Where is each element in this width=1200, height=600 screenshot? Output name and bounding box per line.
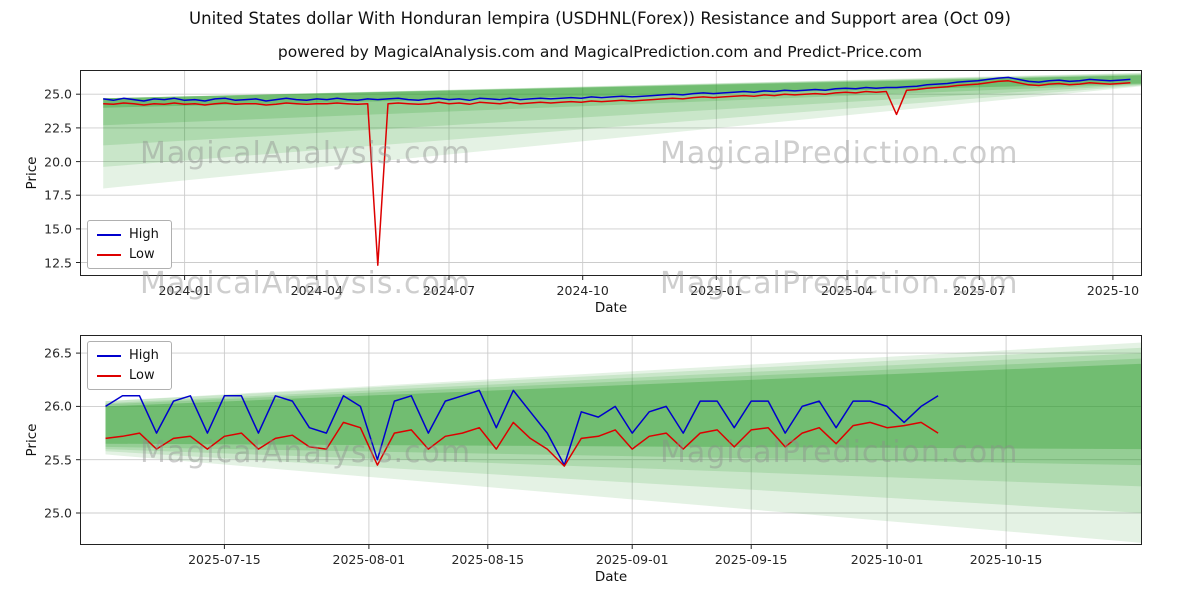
- y-tick-label: 25.0: [44, 505, 72, 521]
- top-chart-legend: High Low: [87, 220, 172, 269]
- x-tick-label: 2025-10-01: [850, 552, 924, 567]
- legend-item-low: Low: [97, 368, 159, 383]
- legend-item-low: Low: [97, 247, 159, 262]
- x-tick-label: 2025-10-15: [969, 552, 1043, 567]
- low-line: [103, 80, 1131, 266]
- support-resistance-band: [105, 342, 1142, 543]
- x-tick-label: 2024-04: [290, 283, 343, 298]
- bottom-chart-legend: High Low: [87, 341, 172, 390]
- x-tick-label: 2025-08-15: [451, 552, 525, 567]
- x-tick-label: 2025-01: [690, 283, 743, 298]
- legend-label-low: Low: [129, 247, 155, 262]
- low-line-swatch: [97, 253, 121, 256]
- legend-item-high: High: [97, 227, 159, 242]
- bottom-chart: Price Date MagicalAnalysis.com MagicalPr…: [24, 335, 1142, 585]
- y-tick-label: 26.5: [44, 345, 72, 361]
- y-tick-label: 12.5: [44, 255, 72, 271]
- support-resistance-band: [105, 347, 1142, 513]
- y-tick-label: 26.0: [44, 398, 72, 414]
- legend-item-high: High: [97, 348, 159, 363]
- x-tick-label: 2024-01: [158, 283, 211, 298]
- support-resistance-band: [103, 72, 1143, 189]
- high-line-swatch: [97, 233, 121, 236]
- y-tick-label: 22.5: [44, 120, 72, 136]
- x-tick-label: 2024-10: [556, 283, 609, 298]
- x-tick-label: 2025-09-01: [595, 552, 669, 567]
- x-tick-label: 2025-04: [820, 283, 874, 298]
- bottom-chart-y-axis-label: Price: [24, 423, 40, 457]
- low-line: [105, 421, 939, 467]
- legend-label-low: Low: [129, 368, 155, 383]
- x-tick-label: 2025-07: [953, 283, 1006, 298]
- y-tick-label: 25.5: [44, 452, 72, 468]
- y-tick-label: 20.0: [44, 154, 72, 170]
- x-tick-label: 2024-07: [422, 283, 476, 298]
- high-line: [103, 76, 1131, 102]
- y-tick-label: 15.0: [44, 221, 72, 237]
- y-tick-label: 17.5: [44, 187, 72, 203]
- legend-label-high: High: [129, 348, 159, 363]
- x-tick-label: 2025-08-01: [332, 552, 406, 567]
- support-resistance-band: [103, 73, 1143, 167]
- powered-by-subtitle: powered by MagicalAnalysis.com and Magic…: [277, 43, 923, 61]
- high-line-swatch: [97, 354, 121, 357]
- top-chart-x-axis-label: Date: [594, 300, 628, 316]
- low-line-swatch: [97, 374, 121, 377]
- y-tick-label: 25.0: [44, 86, 72, 102]
- support-resistance-band: [105, 363, 1142, 450]
- top-chart-plot-area: [76, 70, 1143, 280]
- top-chart-y-axis-label: Price: [24, 156, 40, 190]
- bottom-chart-plot-area: [76, 335, 1142, 549]
- figure-title: United States dollar With Honduran lempi…: [189, 9, 1011, 28]
- x-tick-label: 2025-09-15: [714, 552, 788, 567]
- x-tick-label: 2025-07-15: [188, 552, 261, 567]
- bottom-chart-x-axis-label: Date: [594, 569, 628, 585]
- top-chart: Price Date MagicalAnalysis.com MagicalPr…: [24, 70, 1143, 316]
- high-line: [105, 389, 939, 466]
- x-tick-label: 2025-10: [1086, 283, 1140, 298]
- legend-label-high: High: [129, 227, 159, 242]
